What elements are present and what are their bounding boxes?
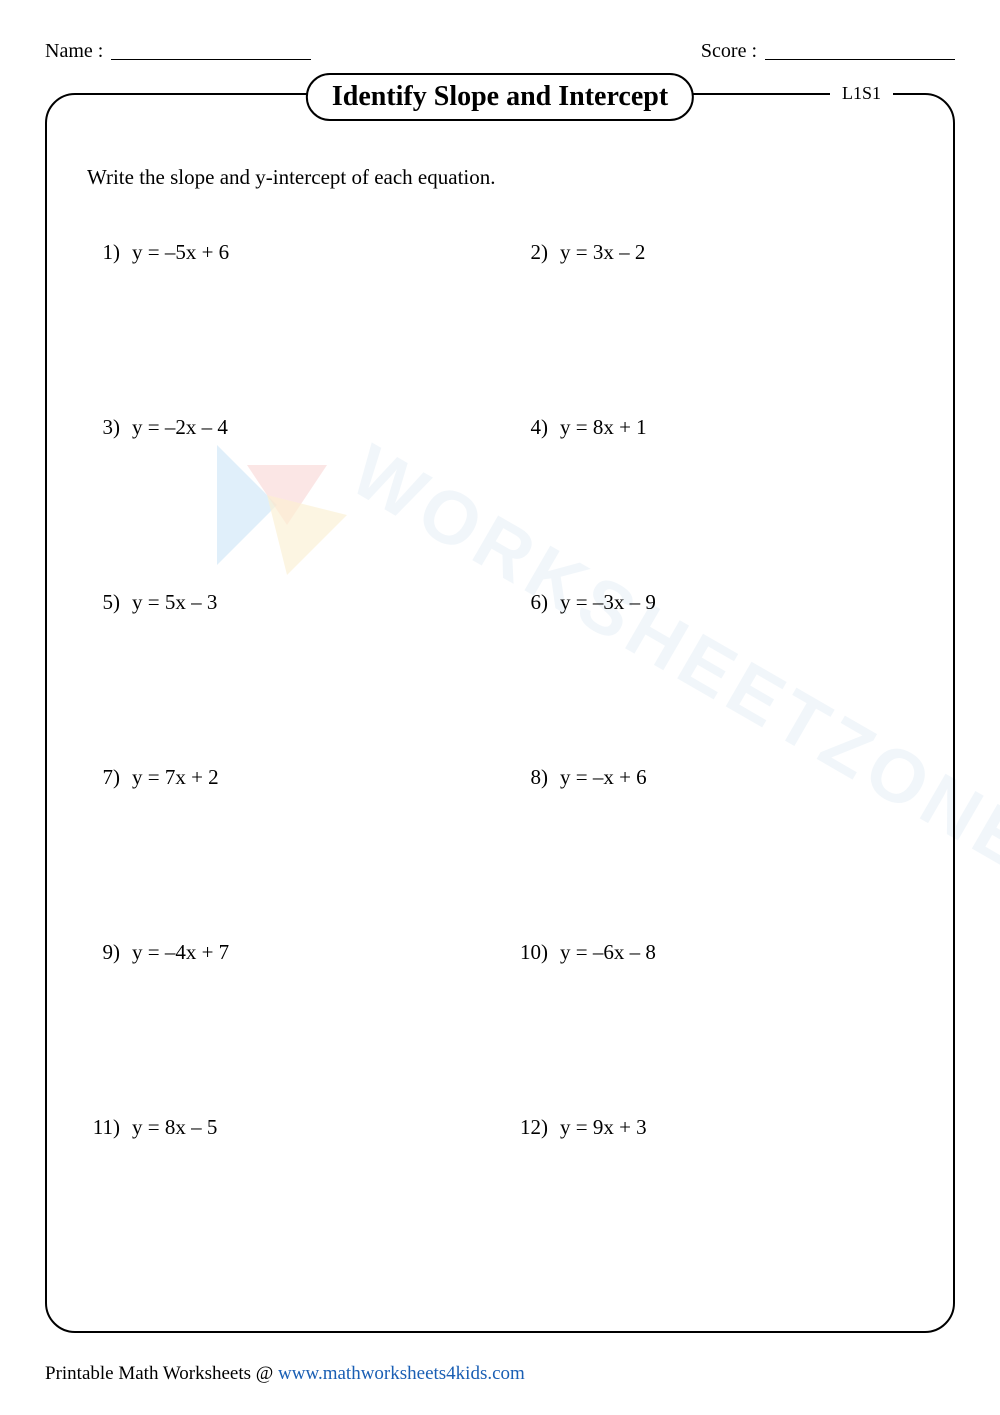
problem-number: 12) [515,1115,560,1140]
problem-item: 9) y = –4x + 7 [87,940,485,965]
problem-equation: y = –3x – 9 [560,590,656,615]
instructions: Write the slope and y-intercept of each … [87,165,913,190]
name-field: Name : [45,40,311,63]
problem-equation: y = 9x + 3 [560,1115,647,1140]
problem-equation: y = 5x – 3 [132,590,217,615]
problem-equation: y = 8x – 5 [132,1115,217,1140]
problem-item: 11) y = 8x – 5 [87,1115,485,1140]
problem-item: 12) y = 9x + 3 [515,1115,913,1140]
problem-number: 2) [515,240,560,265]
score-blank-line[interactable] [765,59,955,60]
problem-number: 9) [87,940,132,965]
problems-grid: 1) y = –5x + 6 2) y = 3x – 2 3) y = –2x … [87,240,913,1140]
problem-number: 1) [87,240,132,265]
problem-number: 3) [87,415,132,440]
problem-number: 11) [87,1115,132,1140]
problem-item: 8) y = –x + 6 [515,765,913,790]
worksheet-title: Identify Slope and Intercept [306,73,694,121]
name-blank-line[interactable] [111,59,311,60]
problem-equation: y = 3x – 2 [560,240,645,265]
problem-number: 10) [515,940,560,965]
problem-equation: y = –x + 6 [560,765,647,790]
problem-item: 1) y = –5x + 6 [87,240,485,265]
problem-item: 10) y = –6x – 8 [515,940,913,965]
problem-number: 7) [87,765,132,790]
problem-number: 4) [515,415,560,440]
problem-equation: y = –4x + 7 [132,940,229,965]
problem-equation: y = 7x + 2 [132,765,219,790]
problem-item: 4) y = 8x + 1 [515,415,913,440]
problem-equation: y = 8x + 1 [560,415,647,440]
header-row: Name : Score : [45,40,955,63]
problem-item: 5) y = 5x – 3 [87,590,485,615]
problem-equation: y = –6x – 8 [560,940,656,965]
level-label: L1S1 [830,83,893,104]
footer: Printable Math Worksheets @ www.mathwork… [45,1363,525,1385]
problem-item: 6) y = –3x – 9 [515,590,913,615]
problem-number: 8) [515,765,560,790]
problem-number: 6) [515,590,560,615]
footer-link[interactable]: www.mathworksheets4kids.com [278,1363,525,1384]
problem-item: 2) y = 3x – 2 [515,240,913,265]
problem-equation: y = –2x – 4 [132,415,228,440]
footer-prefix: Printable Math Worksheets @ [45,1363,278,1384]
problem-number: 5) [87,590,132,615]
problem-equation: y = –5x + 6 [132,240,229,265]
worksheet-container: Identify Slope and Intercept L1S1 WORKSH… [45,93,955,1333]
name-label: Name : [45,40,103,63]
problem-item: 3) y = –2x – 4 [87,415,485,440]
score-field: Score : [701,40,955,63]
problem-item: 7) y = 7x + 2 [87,765,485,790]
score-label: Score : [701,40,757,63]
